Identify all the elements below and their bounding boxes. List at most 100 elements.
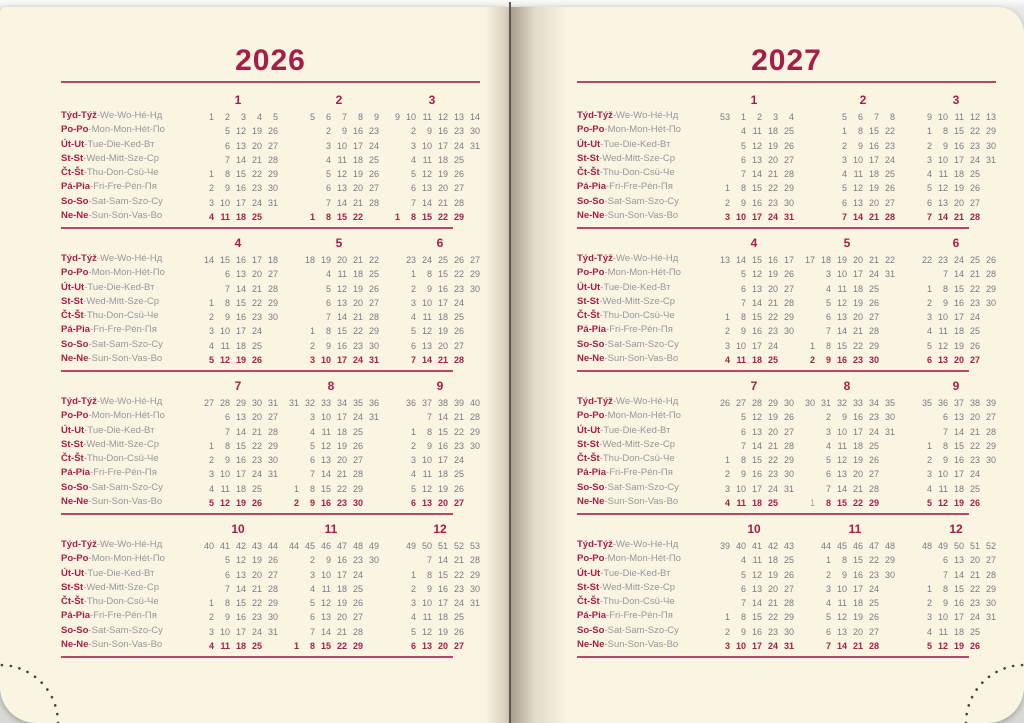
row-friday: 1 8 15 22 29: [714, 180, 794, 194]
day-cell: 29: [469, 569, 480, 580]
day-cell: 5: [410, 626, 416, 637]
label-czech-slovak: Ne-Ne: [577, 639, 605, 651]
day-cell: 6: [410, 641, 416, 652]
day-cell: 22: [336, 641, 347, 652]
day-cell: 8: [740, 312, 746, 323]
day-cell: 16: [437, 126, 448, 137]
day-row-label: Čt-Št-Thu-Don-Csü-Че: [61, 595, 177, 609]
day-cell: 17: [953, 612, 964, 623]
day-cell: 24: [868, 426, 879, 437]
day-cell: 10: [937, 312, 948, 323]
day-row-label: Pá-Pia-Fri-Fre-Pén-Пя: [577, 466, 693, 480]
day-cell: 8: [410, 212, 416, 223]
day-cell: 3: [825, 583, 831, 594]
label-czech-slovak: Týd-Týž: [577, 110, 613, 121]
row-tuesday: 5 12 19 26: [714, 138, 794, 152]
day-cell: 30: [267, 312, 278, 323]
label-czech-slovak: Čt-Št: [61, 310, 84, 322]
label-other-languages: -Fri-Fre-Pén-Пя: [606, 181, 673, 193]
day-cell: 24: [767, 641, 778, 652]
month-number: 1: [750, 93, 758, 107]
week-number-cell: 21: [352, 255, 363, 265]
label-other-languages: -Fri-Fre-Pén-Пя: [90, 324, 157, 336]
day-cell: 23: [767, 197, 778, 208]
day-cell: 6: [325, 183, 331, 194]
day-cell: 29: [469, 426, 480, 437]
week-numbers-row: 36 37 38 39 40: [400, 395, 480, 409]
day-cell: 3: [926, 469, 932, 480]
label-czech-slovak: Ne-Ne: [61, 353, 89, 365]
day-cell: 24: [767, 483, 778, 494]
label-other-languages: -Tue-Die-Ked-Вт: [600, 138, 671, 150]
week-number-cell: 40: [469, 398, 480, 408]
week-number-cell: 16: [235, 255, 246, 265]
label-other-languages: -Wed-Mitt-Sze-Ср: [83, 438, 160, 450]
day-cell: 16: [953, 297, 964, 308]
day-row-label: Po-Po-Mon-Mon-Hét-По: [577, 123, 693, 137]
label-czech-slovak: Čt-Št: [61, 167, 84, 179]
row-saturday: 7 14 21 28: [283, 624, 379, 638]
day-cell: 29: [985, 283, 996, 294]
day-cell: 22: [767, 612, 778, 623]
label-other-languages: -Fri-Fre-Pén-Пя: [90, 610, 157, 622]
day-row-label: Po-Po-Mon-Mon-Hét-По: [61, 409, 177, 423]
day-cell: 20: [868, 197, 879, 208]
week-number-cell: 5: [841, 112, 847, 122]
label-other-languages: -Thu-Don-Csü-Че: [599, 453, 675, 465]
day-cell: 30: [469, 283, 480, 294]
week-number-cell: 19: [320, 255, 331, 265]
day-cell: 23: [969, 598, 980, 609]
day-cell: 14: [751, 297, 762, 308]
week-number-cell: 27: [469, 255, 480, 265]
day-cell: 28: [985, 426, 996, 437]
day-cell: 25: [251, 483, 262, 494]
day-cell: 15: [751, 612, 762, 623]
week-number-cell: 25: [969, 255, 980, 265]
day-cell: 7: [841, 212, 847, 223]
label-czech-slovak: Po-Po: [61, 410, 89, 422]
day-cell: 4: [926, 326, 932, 337]
day-cell: 15: [437, 269, 448, 280]
day-cell: 31: [469, 598, 480, 609]
day-cell: 13: [953, 412, 964, 423]
day-cell: 12: [235, 555, 246, 566]
day-cell: 4: [325, 269, 331, 280]
row-wednesday: 7 14 21 28: [714, 438, 794, 452]
week-number-cell: 39: [985, 398, 996, 408]
day-cell: 11: [752, 555, 762, 566]
month-number: 12: [433, 522, 447, 536]
day-cell: 2: [724, 626, 730, 637]
day-cell: 23: [868, 412, 879, 423]
day-cell: 9: [224, 455, 230, 466]
day-cell: 18: [235, 483, 246, 494]
day-row-label: Ne-Ne-Sun-Son-Vas-Во: [61, 638, 177, 652]
week-number-cell: 13: [453, 112, 464, 122]
week-number-cell: 37: [953, 398, 964, 408]
row-wednesday: 2 9 16 23 30: [400, 581, 480, 595]
divider-rule: [61, 656, 453, 658]
week-number-cell: 20: [336, 255, 347, 265]
day-cell: 3: [208, 326, 214, 337]
day-cell: 15: [836, 340, 847, 351]
day-cell: 25: [453, 312, 464, 323]
day-cell: 6: [740, 283, 746, 294]
day-cell: 12: [751, 140, 762, 151]
day-cell: 21: [852, 641, 863, 652]
quarter-block: Týd-Týž-We-Wo-Hé-Нд Po-Po-Mon-Mon-Hét-По Ú…: [577, 236, 996, 379]
day-cell: 4: [410, 312, 416, 323]
day-cell: 13: [320, 455, 331, 466]
row-wednesday: 4 11 18 25: [384, 152, 480, 166]
header-spacer: [61, 379, 177, 395]
day-cell: 22: [453, 426, 464, 437]
day-cell: 17: [751, 212, 762, 223]
day-cell: 21: [352, 312, 363, 323]
day-cell: 27: [352, 612, 363, 623]
row-saturday: 4 11 18 25: [916, 624, 996, 638]
week-number-cell: 30: [804, 398, 815, 408]
day-cell: 11: [220, 340, 230, 351]
day-cell: 14: [836, 326, 847, 337]
row-thursday: 4 11 18 25: [831, 166, 895, 180]
month-block: 11 44 45 46 47 48 49 2 9 16 23 30 3 10 17 24 4 11 18 25 5 12 1…: [283, 522, 379, 665]
row-monday: 7 14 21 28: [916, 266, 996, 280]
day-cell: 5: [740, 140, 746, 151]
